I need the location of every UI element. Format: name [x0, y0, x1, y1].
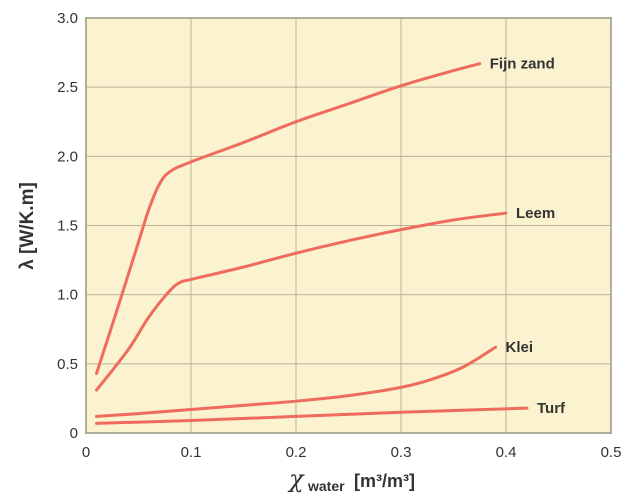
series-line-fijn-zand: [95, 62, 482, 376]
x-tick-label: 0.5: [601, 444, 622, 461]
y-tick-label: 2.5: [57, 79, 78, 96]
series-line-klei: [95, 345, 497, 418]
x-tick-label: 0: [82, 444, 90, 461]
series-label-klei: Klei: [506, 339, 534, 356]
x-tick-labels: 0 0.1 0.2 0.3 0.4 0.5: [82, 444, 622, 461]
x-tick-label: 0.3: [391, 444, 412, 461]
x-axis-title: χ water [m³/m³]: [287, 465, 415, 495]
series-label-fijn-zand: Fijn zand: [490, 56, 555, 73]
y-axis-title: λ [W/K.m]: [17, 182, 38, 270]
series-label-leem: Leem: [516, 205, 555, 222]
x-axis-subscript: water: [307, 478, 345, 494]
series-labels: Fijn zand Leem Klei Turf: [490, 56, 566, 417]
y-tick-label: 0.5: [57, 356, 78, 373]
x-axis-symbol: χ: [287, 465, 305, 493]
x-tick-label: 0.1: [181, 444, 202, 461]
series-line-turf: [95, 406, 529, 425]
grid-lines: [85, 17, 612, 434]
series-label-turf: Turf: [537, 400, 566, 417]
y-tick-label: 3.0: [57, 10, 78, 27]
y-tick-label: 0: [70, 425, 78, 442]
x-axis-unit: [m³/m³]: [354, 471, 415, 491]
x-tick-label: 0.2: [286, 444, 307, 461]
y-tick-labels: 0 0.5 1.0 1.5 2.0 2.5 3.0: [57, 10, 78, 442]
x-tick-label: 0.4: [496, 444, 517, 461]
y-tick-label: 1.0: [57, 287, 78, 304]
series-line-leem: [95, 211, 508, 392]
series-lines: [95, 62, 529, 425]
y-tick-label: 1.5: [57, 218, 78, 235]
y-tick-label: 2.0: [57, 148, 78, 165]
